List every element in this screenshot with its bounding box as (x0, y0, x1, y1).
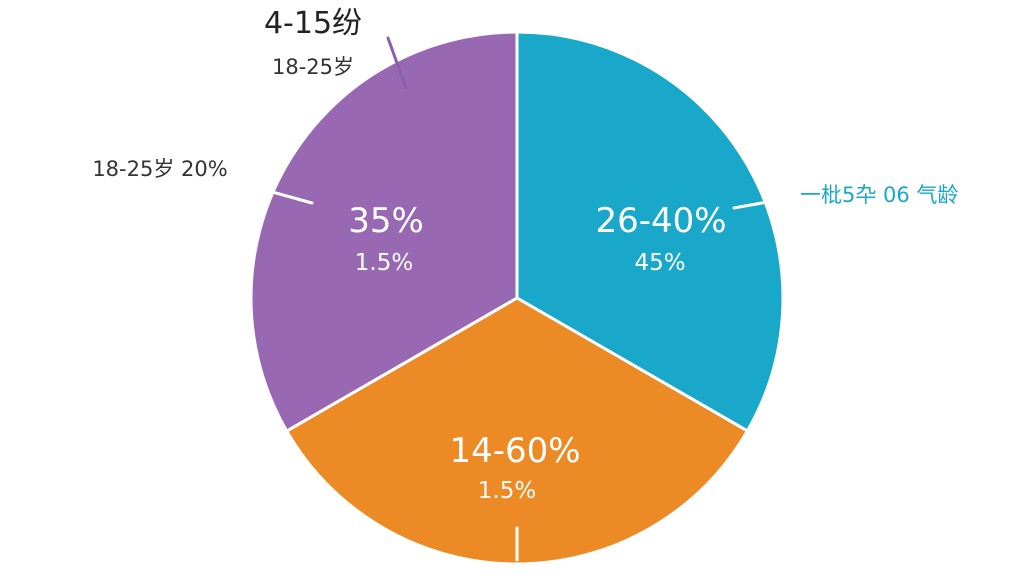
callout-top-title: 4-15纷 (264, 6, 362, 41)
slice-sublabel-orange: 1.5% (478, 478, 536, 504)
slice-sublabel-purple: 1.5% (355, 250, 413, 276)
slice-label-purple: 35% (348, 201, 424, 241)
leader-line-left (238, 181, 314, 205)
pie-slice-orange (284, 296, 750, 566)
leader-line-right (732, 196, 792, 210)
leader-line-top (386, 36, 408, 90)
slice-sublabel-teal: 45% (634, 250, 685, 276)
callout-top-sub: 18-25岁 (272, 55, 354, 79)
pie-slice-purple (249, 30, 519, 434)
slice-label-orange: 14-60% (449, 431, 580, 471)
slice-label-teal: 26-40% (595, 201, 726, 241)
pie-slice-teal (515, 30, 785, 433)
callout-left: 18-25岁 20% (92, 157, 227, 181)
callout-right: 一枇5卆 06 气龄 (800, 183, 958, 207)
